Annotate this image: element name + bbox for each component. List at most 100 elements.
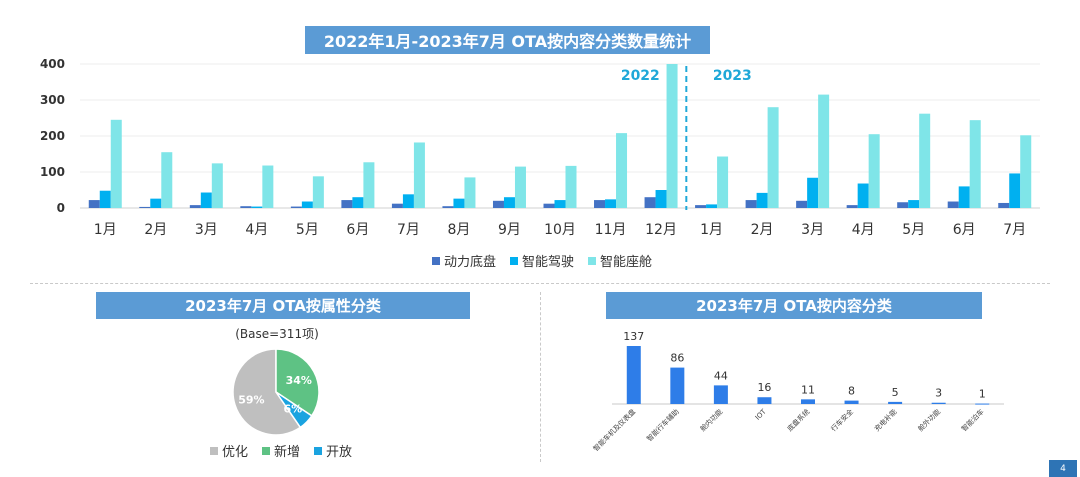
bar-powertrain [391,203,403,208]
bar-powertrain [796,200,808,208]
bar-powertrain [543,203,555,208]
bar-powertrain [947,201,959,208]
x-tick-label: 10月 [544,222,576,238]
content-value-label: 3 [935,387,942,400]
content-category-label: 智能泊车 [959,407,985,433]
bar-adas [251,206,263,208]
main-chart-title: 2022年1月-2023年7月 OTA按内容分类数量统计 [305,26,710,54]
bar-powertrain [88,200,100,208]
legend-label: 开放 [326,445,353,460]
x-tick-label: 4月 [852,222,875,238]
content-bar [713,385,728,404]
pie-base-note: (Base=311项) [235,327,319,341]
legend-swatch [210,446,218,455]
content-category-label: 行车安全 [829,407,855,433]
pie-slice-optimize [232,348,302,436]
year-label-2023: 2023 [713,68,752,84]
x-tick-label: 11月 [595,222,627,238]
bar-powertrain [745,200,757,208]
x-tick-label: 4月 [245,222,268,238]
year-label-2022: 2022 [621,68,660,84]
legend-item-adas: 智能驾驶 [510,251,574,270]
content-category-label: IOT [754,407,769,422]
content-category-label: 智能行车辅助 [645,407,681,443]
bar-cockpit [211,163,223,208]
x-tick-label: 5月 [902,222,925,238]
legend-label: 优化 [222,445,249,460]
content-value-label: 8 [848,385,855,398]
bar-cockpit [919,113,931,208]
y-tick-label: 100 [40,165,65,179]
bar-cockpit [312,176,324,208]
pie-chart-title: 2023年7月 OTA按属性分类 [96,292,470,319]
content-bar [844,400,859,404]
bar-adas [605,199,617,208]
legend-item-add: 新增 [262,441,300,460]
y-tick-label: 400 [40,57,65,71]
bar-adas [352,197,364,208]
bar-powertrain [594,200,606,208]
x-tick-label: 12月 [645,222,677,238]
bar-cockpit [514,166,526,208]
page-number: 4 [1049,460,1077,477]
bar-powertrain [341,200,353,208]
content-bar [931,402,946,404]
bar-powertrain [846,205,858,208]
pie-data-label: 34% [286,374,312,387]
bar-adas [1009,173,1021,208]
legend-label: 新增 [274,445,301,460]
x-tick-label: 9月 [498,222,521,238]
pie-slice-open [275,391,313,429]
bar-cockpit [767,107,779,208]
bar-cockpit [1020,135,1032,208]
legend-label: 动力底盘 [444,255,497,270]
x-tick-label: 2月 [144,222,167,238]
content-category-label: 舱外功能 [916,407,942,433]
bar-adas [655,190,667,208]
x-tick-label: 8月 [447,222,470,238]
y-tick-label: 0 [57,201,65,215]
x-tick-label: 3月 [801,222,824,238]
bar-adas [706,204,718,208]
y-tick-label: 300 [40,93,65,107]
content-category-label: 底盘系统 [785,407,811,433]
bar-cockpit [818,94,830,208]
bar-cockpit [413,142,425,208]
x-tick-label: 5月 [296,222,319,238]
pie-data-label: 59% [238,394,264,407]
bar-powertrain [290,206,302,208]
content-bar [975,403,990,405]
content-value-label: 5 [892,386,899,399]
x-tick-label: 2月 [751,222,774,238]
bar-powertrain [240,206,252,208]
legend-label: 智能驾驶 [522,255,575,270]
y-tick-label: 200 [40,129,65,143]
bar-powertrain [492,200,504,208]
main-chart-legend: 动力底盘 智能驾驶 智能座舱 [432,251,652,270]
content-bar [626,346,641,404]
content-value-label: 86 [670,352,684,365]
section-divider [30,283,1050,284]
column-divider [540,292,541,462]
x-tick-label: 7月 [1003,222,1026,238]
bar-cockpit [616,133,628,208]
pie-data-label: 6% [284,403,303,416]
bar-cockpit [363,162,375,208]
bar-powertrain [189,205,201,208]
bar-adas [554,200,566,208]
content-bar [888,401,903,404]
legend-swatch [588,256,597,265]
bar-cockpit [110,119,122,208]
content-bar [801,399,815,404]
pie-chart-legend: 优化 新增 开放 [210,441,352,460]
bar-adas [200,192,212,208]
bar-cockpit [666,64,678,208]
bar-adas [756,192,768,208]
bar-cockpit [262,165,274,208]
x-tick-label: 3月 [195,222,218,238]
legend-swatch [510,256,519,265]
content-value-label: 11 [801,383,815,396]
bar-adas [301,201,313,208]
bar-adas [857,183,869,208]
bar-cockpit [717,156,729,208]
